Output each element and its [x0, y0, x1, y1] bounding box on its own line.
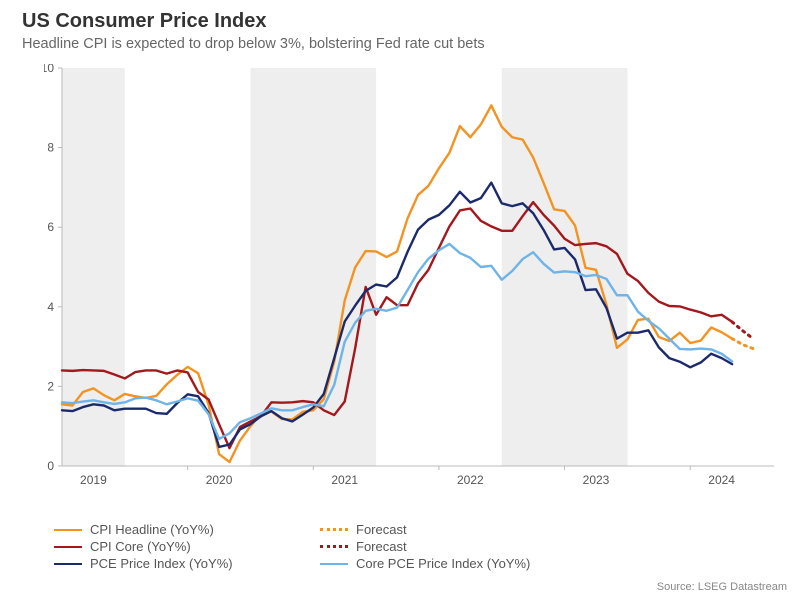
chart-container: US Consumer Price Index Headline CPI is … [0, 0, 801, 601]
chart-legend: CPI Headline (YoY%)ForecastCPI Core (YoY… [54, 522, 550, 573]
legend-item: CPI Headline (YoY%) [54, 522, 284, 537]
svg-text:2019: 2019 [80, 473, 107, 487]
svg-text:2024: 2024 [708, 473, 735, 487]
legend-item: PCE Price Index (YoY%) [54, 556, 284, 571]
svg-text:2023: 2023 [583, 473, 610, 487]
svg-text:2020: 2020 [206, 473, 233, 487]
legend-label: PCE Price Index (YoY%) [90, 556, 233, 571]
legend-item: CPI Core (YoY%) [54, 539, 284, 554]
legend-swatch [54, 563, 82, 565]
legend-row: CPI Headline (YoY%) Forecast [54, 522, 550, 537]
legend-swatch [320, 563, 348, 565]
legend-swatch [320, 545, 348, 548]
chart-source: Source: LSEG Datastream [657, 581, 787, 593]
svg-text:10: 10 [44, 64, 54, 75]
chart-title: US Consumer Price Index [22, 10, 267, 33]
svg-text:2021: 2021 [331, 473, 358, 487]
legend-label: Core PCE Price Index (YoY%) [356, 556, 530, 571]
svg-text:6: 6 [47, 220, 54, 234]
legend-item: Core PCE Price Index (YoY%) [320, 556, 550, 571]
legend-swatch [320, 528, 348, 531]
svg-text:8: 8 [47, 141, 54, 155]
legend-swatch [54, 529, 82, 531]
legend-label: CPI Core (YoY%) [90, 539, 191, 554]
legend-swatch [54, 546, 82, 548]
svg-text:2: 2 [47, 379, 54, 393]
legend-label: CPI Headline (YoY%) [90, 522, 214, 537]
legend-label: Forecast [356, 522, 407, 537]
legend-row: PCE Price Index (YoY%) Core PCE Price Ind… [54, 556, 550, 571]
legend-item: Forecast [320, 522, 550, 537]
svg-text:4: 4 [47, 300, 54, 314]
chart-plot: 0 2 4 6 8 10 2019 2020 2021 2022 2023 2024 [44, 64, 780, 490]
svg-text:0: 0 [47, 459, 54, 473]
svg-text:2022: 2022 [457, 473, 484, 487]
legend-label: Forecast [356, 539, 407, 554]
chart-subtitle: Headline CPI is expected to drop below 3… [22, 36, 485, 52]
legend-row: CPI Core (YoY%) Forecast [54, 539, 550, 554]
legend-item: Forecast [320, 539, 550, 554]
